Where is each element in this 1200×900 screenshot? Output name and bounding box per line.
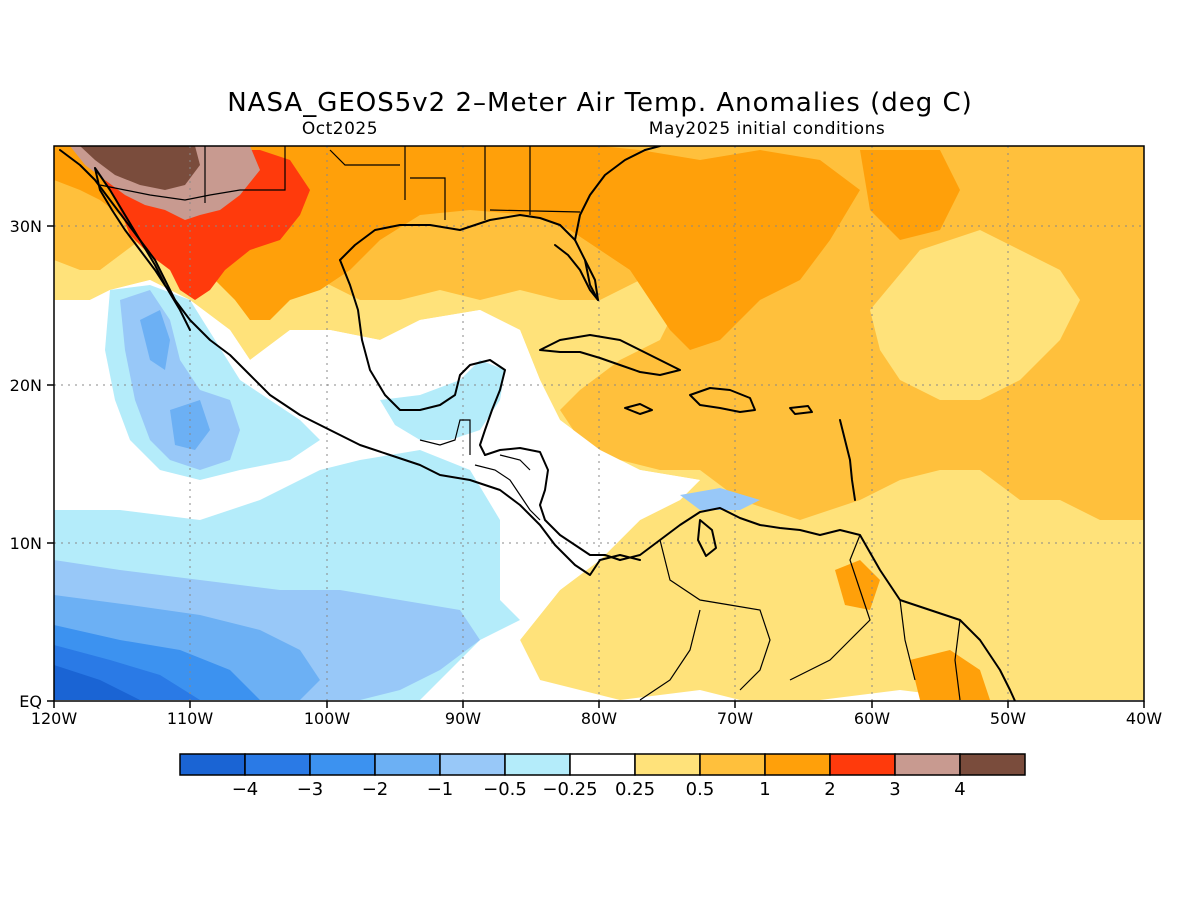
valid-month: Oct2025 (302, 119, 378, 139)
anomaly-region-gt4 (80, 146, 200, 190)
colorbar-swatch (439, 753, 506, 776)
coastline-baja (94, 167, 191, 331)
anomaly-region-neg-0.25-gulf (380, 360, 505, 440)
lat-label: 30N (10, 217, 42, 236)
coastline-gulf-of-mexico (339, 214, 599, 301)
anomaly-region-neg-1-spot (170, 400, 210, 450)
colorbar: −4 −3 −2 −1 −0.5 −0.25 0.25 0.5 1 2 3 4 (179, 753, 1026, 800)
coastline-mexico-gulf (339, 259, 506, 456)
latitude-labels: 30N 20N 10N EQ (10, 217, 42, 711)
lat-label: 20N (10, 376, 42, 395)
lon-label: 50W (990, 709, 1026, 728)
anomaly-region-neg-1-west (140, 310, 170, 370)
lat-label: 10N (10, 534, 42, 553)
anomaly-region-caribbean-cool (680, 488, 760, 510)
border-us-states (204, 146, 581, 220)
anomaly-region-0.25-0.5-inner (870, 230, 1080, 400)
coastline-lesser-antilles (839, 419, 856, 501)
axis-ticks (47, 225, 1145, 708)
border-venezuela-guyana (789, 534, 871, 681)
colorbar-tick-label: 0.5 (686, 779, 715, 800)
border-us-mexico (99, 146, 286, 201)
coastline-central-america (484, 447, 621, 561)
colorbar-swatch (569, 753, 636, 776)
colorbar-tick-label: 1 (759, 779, 770, 800)
coastlines (59, 146, 1016, 701)
anomaly-spot-suriname (910, 650, 990, 700)
anomaly-spot-guyana (835, 560, 880, 610)
colorbar-swatch (699, 753, 766, 776)
lon-label: 100W (304, 709, 351, 728)
colorbar-swatch (634, 753, 701, 776)
colorbar-swatch (829, 753, 896, 776)
colorbar-tick-label: −0.5 (483, 779, 527, 800)
border-colombia-venezuela (639, 539, 771, 701)
colorbar-swatch (764, 753, 831, 776)
lon-label: 120W (31, 709, 78, 728)
anomaly-region-1-2-ne (860, 150, 960, 240)
longitude-labels: 120W 110W 100W 90W 80W 70W 60W 50W 40W (31, 709, 1162, 728)
lat-label: EQ (19, 692, 42, 711)
border-central-america (474, 454, 541, 521)
colorbar-tick-label: 3 (889, 779, 900, 800)
colorbar-swatch (179, 753, 246, 776)
colorbar-swatch (959, 753, 1026, 776)
lon-label: 70W (717, 709, 753, 728)
lon-label: 110W (167, 709, 214, 728)
colorbar-swatch (374, 753, 441, 776)
colorbar-tick-label: −1 (427, 779, 454, 800)
coastline-florida (574, 149, 646, 301)
colorbar-tick-label: −2 (362, 779, 389, 800)
border-guianas (899, 599, 961, 701)
graticule (54, 146, 1144, 701)
map-plot-area (54, 146, 1144, 701)
colorbar-tick-label: 0.25 (615, 779, 655, 800)
lon-label: 80W (581, 709, 617, 728)
coastline-jamaica (624, 403, 653, 415)
anomaly-region-neg-4 (54, 665, 140, 700)
colorbar-tick-label: −3 (297, 779, 324, 800)
colorbar-swatch (504, 753, 571, 776)
colorbar-tick-label: −0.25 (542, 779, 597, 800)
political-borders (99, 146, 961, 701)
coastline-cuba (539, 334, 681, 376)
colorbar-swatch (244, 753, 311, 776)
colorbar-tick-label: 2 (824, 779, 835, 800)
lon-label: 90W (445, 709, 481, 728)
anomaly-region-0.25-0.5-south (750, 540, 860, 660)
colorbar-tick-label: −4 (232, 779, 259, 800)
coastline-south-america (619, 507, 1016, 701)
coastline-puerto-rico (789, 405, 813, 415)
lon-label: 40W (1126, 709, 1162, 728)
coastline-hispaniola (689, 387, 756, 413)
colorbar-swatch (894, 753, 961, 776)
colorbar-swatch (309, 753, 376, 776)
lon-label: 60W (854, 709, 890, 728)
figure-title: NASA_GEOS5v2 2–Meter Air Temp. Anomalies… (227, 88, 973, 118)
coastline-lake-maracaibo (697, 519, 717, 557)
border-mexico-guatemala (419, 419, 471, 455)
initial-conditions-label: May2025 initial conditions (649, 119, 885, 139)
colorbar-tick-label: 4 (954, 779, 965, 800)
